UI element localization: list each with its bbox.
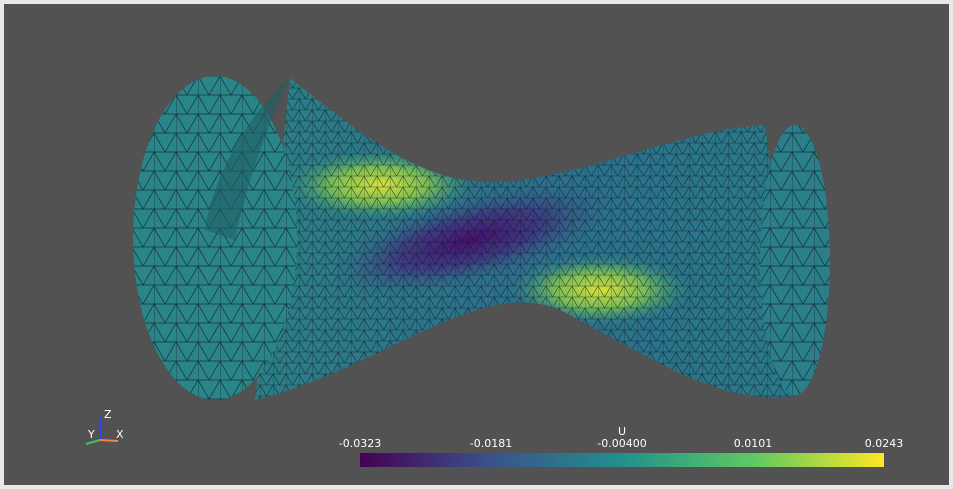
color-legend-tick: -0.0181	[470, 437, 512, 450]
render-view: Z Y X U -0.0323-0.0181-0.004000.01010.02…	[0, 0, 953, 489]
color-legend-tick: -0.00400	[597, 437, 646, 450]
color-legend-tick: 0.0243	[865, 437, 904, 450]
color-legend-tick: -0.0323	[339, 437, 381, 450]
axis-label: Y	[87, 428, 95, 441]
page: Z Y X U -0.0323-0.0181-0.004000.01010.02…	[0, 0, 953, 489]
axis-label: X	[116, 428, 124, 441]
color-bar	[360, 453, 884, 467]
color-legend-tick: 0.0101	[734, 437, 773, 450]
axis-label: Z	[104, 408, 112, 421]
